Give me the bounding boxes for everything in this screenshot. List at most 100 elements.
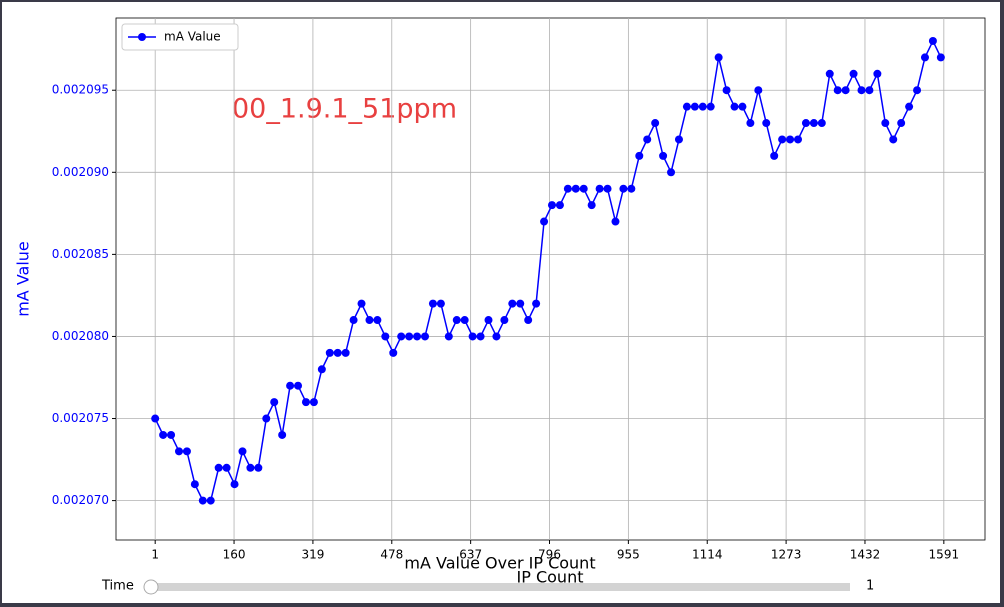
slider-knob[interactable] bbox=[143, 579, 159, 595]
data-point bbox=[190, 480, 199, 489]
data-point bbox=[873, 69, 882, 78]
x-tick-label: 1432 bbox=[850, 548, 881, 562]
data-point bbox=[254, 463, 263, 472]
data-point bbox=[865, 86, 874, 95]
data-point bbox=[547, 201, 556, 210]
y-tick-label: 0.002095 bbox=[52, 83, 109, 97]
y-tick-label: 0.002085 bbox=[52, 247, 109, 261]
data-point bbox=[881, 119, 890, 128]
data-point bbox=[476, 332, 485, 341]
legend-label: mA Value bbox=[164, 30, 221, 44]
data-point bbox=[524, 316, 533, 325]
data-point bbox=[151, 414, 160, 423]
x-tick-label: 1 bbox=[151, 548, 159, 562]
data-point bbox=[508, 299, 517, 308]
data-point bbox=[222, 463, 231, 472]
data-point bbox=[540, 217, 549, 226]
data-point bbox=[468, 332, 477, 341]
legend-marker bbox=[138, 33, 146, 41]
data-point bbox=[436, 299, 445, 308]
data-point bbox=[674, 135, 683, 144]
data-point bbox=[333, 348, 342, 357]
data-point bbox=[516, 299, 525, 308]
data-point bbox=[444, 332, 453, 341]
x-tick-label: 160 bbox=[223, 548, 246, 562]
data-point bbox=[595, 184, 604, 193]
data-point bbox=[897, 119, 906, 128]
data-point bbox=[413, 332, 422, 341]
data-point bbox=[214, 463, 223, 472]
y-tick-label: 0.002080 bbox=[52, 329, 109, 343]
data-point bbox=[722, 86, 731, 95]
data-point bbox=[682, 102, 691, 111]
slider-label: Time bbox=[101, 579, 134, 594]
data-point bbox=[635, 151, 644, 160]
data-point bbox=[563, 184, 572, 193]
data-point bbox=[262, 414, 271, 423]
data-point bbox=[397, 332, 406, 341]
data-point bbox=[381, 332, 390, 341]
data-point bbox=[794, 135, 803, 144]
x-tick-label: 1591 bbox=[929, 548, 960, 562]
data-point bbox=[627, 184, 636, 193]
data-point bbox=[301, 398, 310, 407]
annotation: 00_1.9.1_51ppm bbox=[232, 94, 457, 125]
data-point bbox=[317, 365, 326, 374]
data-point bbox=[365, 316, 374, 325]
slider-track[interactable] bbox=[150, 583, 850, 591]
data-point bbox=[206, 496, 215, 505]
x-tick-label: 1114 bbox=[692, 548, 723, 562]
data-point bbox=[889, 135, 898, 144]
data-point bbox=[833, 86, 842, 95]
data-point bbox=[500, 316, 509, 325]
data-point bbox=[555, 201, 564, 210]
data-point bbox=[730, 102, 739, 111]
x-tick-label: 478 bbox=[380, 548, 403, 562]
data-point bbox=[309, 398, 318, 407]
x-tick-label: 319 bbox=[301, 548, 324, 562]
data-point bbox=[484, 316, 493, 325]
data-point bbox=[182, 447, 191, 456]
data-point bbox=[428, 299, 437, 308]
data-point bbox=[651, 119, 660, 128]
data-point bbox=[405, 332, 414, 341]
data-point bbox=[619, 184, 628, 193]
data-point bbox=[905, 102, 914, 111]
data-point bbox=[801, 119, 810, 128]
y-tick-label: 0.002070 bbox=[52, 493, 109, 507]
y-axis-label: mA Value bbox=[14, 241, 33, 317]
data-point bbox=[373, 316, 382, 325]
data-point bbox=[643, 135, 652, 144]
data-point bbox=[920, 53, 929, 62]
data-point bbox=[778, 135, 787, 144]
data-point bbox=[825, 69, 834, 78]
data-point bbox=[817, 119, 826, 128]
data-point bbox=[698, 102, 707, 111]
data-point bbox=[421, 332, 430, 341]
data-point bbox=[809, 119, 818, 128]
data-point bbox=[936, 53, 945, 62]
data-point bbox=[857, 86, 866, 95]
data-point bbox=[913, 86, 922, 95]
data-point bbox=[770, 151, 779, 160]
data-point bbox=[278, 430, 287, 439]
data-point bbox=[706, 102, 715, 111]
data-point bbox=[341, 348, 350, 357]
data-point bbox=[325, 348, 334, 357]
data-point bbox=[587, 201, 596, 210]
legend-box bbox=[121, 23, 239, 51]
data-point bbox=[690, 102, 699, 111]
data-point bbox=[579, 184, 588, 193]
data-point bbox=[786, 135, 795, 144]
data-point bbox=[230, 480, 239, 489]
y-tick-label: 0.002075 bbox=[52, 411, 109, 425]
data-point bbox=[738, 102, 747, 111]
data-point bbox=[246, 463, 255, 472]
data-point bbox=[159, 430, 168, 439]
data-point bbox=[294, 381, 303, 390]
x-axis-label: IP Count bbox=[517, 568, 584, 587]
data-point bbox=[452, 316, 461, 325]
data-point bbox=[611, 217, 620, 226]
data-point bbox=[667, 168, 676, 177]
